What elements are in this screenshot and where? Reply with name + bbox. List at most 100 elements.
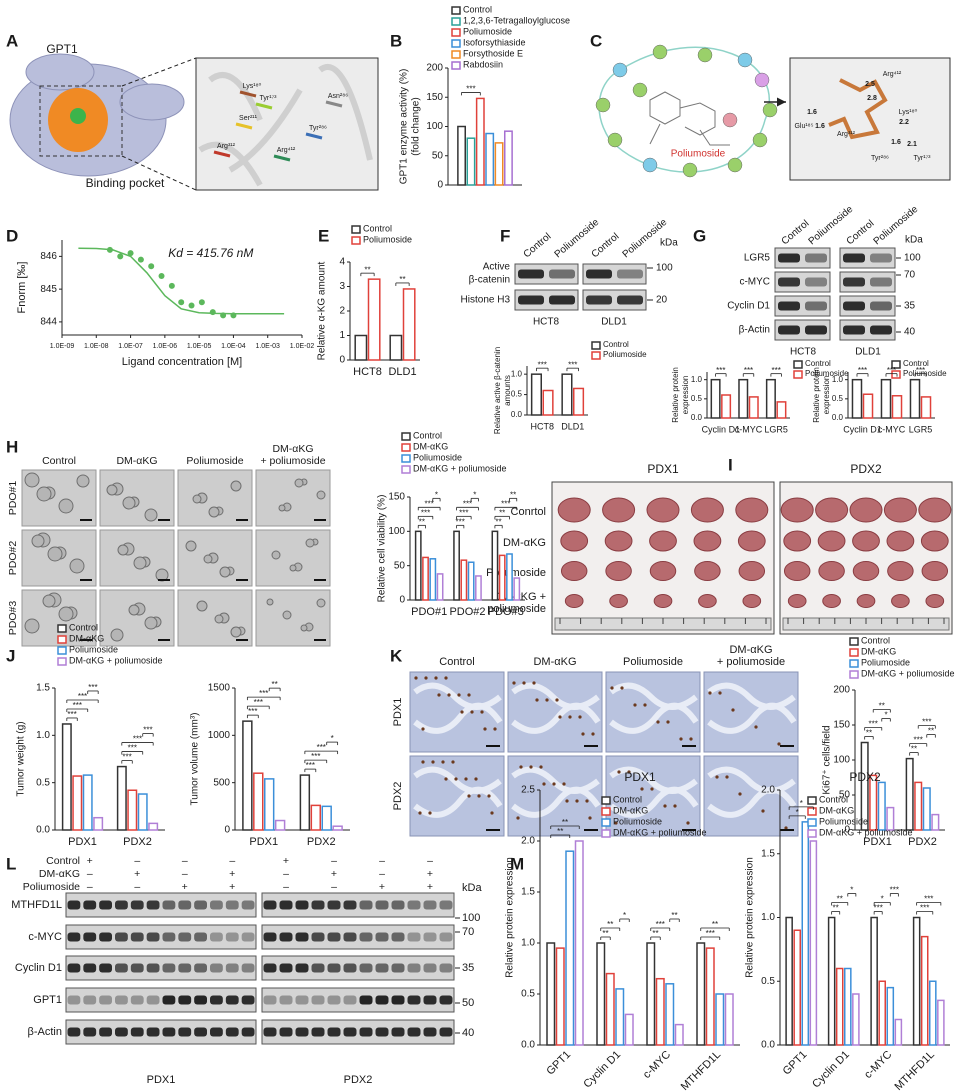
treatment-sign: – [134,881,140,893]
row-label: c-MYC [739,277,770,288]
tumor [920,530,949,552]
bar [894,1018,903,1046]
blot-band [423,932,437,942]
legend-swatch [57,657,67,666]
row-label: poliumoside [487,603,546,615]
blot-band [439,995,453,1005]
ki67-nucleus [428,811,432,815]
blot-band [391,963,405,973]
treatment-label: Poliumoside [23,881,80,893]
y-tick-label: 0 [437,180,443,191]
blot-band [263,995,277,1005]
row-label: LGR5 [744,253,771,264]
legend-label: Poliumoside [413,452,462,462]
y-axis-label: Relative protein [812,367,821,423]
row-label: DM-αKG [503,537,546,549]
blot-band [99,963,112,973]
treatment-sign: + [182,881,188,893]
legend-label: Control [613,794,642,804]
legend-swatch [793,360,803,369]
blot-membrane [65,987,257,1013]
legend-swatch [891,360,901,369]
bar [877,781,886,831]
organoid [282,610,292,620]
legend-label: 1,2,3,6-Tetragalloylglucose [463,15,570,25]
legend-swatch [591,351,601,360]
blot-band [870,277,892,287]
group-label: PDX1 [147,1074,176,1086]
bar [860,741,869,831]
blot-band [327,963,341,973]
legend-label: DM-αKG [69,633,104,643]
legend-label: Rabdosiin [463,59,503,69]
cell-line-label: HCT8 [790,347,817,358]
legend-label: Poliumoside [463,26,512,36]
tumor [737,530,766,552]
bar [573,387,585,416]
organoid [219,566,231,578]
blot-band [162,932,176,942]
data-point [127,250,134,257]
blot-band [146,900,160,910]
x-tick-label: Cyclin D1 [843,424,882,434]
legend-label: Control [805,359,831,368]
ki67-nucleus [470,710,474,714]
legend-label: Isoforsythiaside [463,37,526,47]
x-tick-label: PDO#1 [411,606,447,618]
panel-label: A [6,31,18,50]
legend-label: Control [603,340,629,349]
legend-swatch [601,829,611,838]
blot-band [194,932,207,942]
residue-node [752,132,768,148]
ki67-nucleus [529,765,533,769]
bar [844,967,852,1046]
y-tick-label: 4 [339,257,345,268]
y-tick-label: 845 [40,284,57,295]
ligand-sticks [828,78,888,140]
tumor [886,530,915,552]
marker-label: 70 [462,926,474,938]
x-tick-label: c-MYC [641,1049,673,1081]
blot-membrane [839,247,896,269]
organoid [316,490,326,500]
significance-label: ** [928,727,934,736]
tumor [783,530,812,552]
ki67-nucleus [777,742,781,746]
bar [922,787,931,831]
treatment-sign: + [379,881,385,893]
treatment-sign: – [134,855,140,867]
significance-label: * [796,808,799,817]
marker-label: 100 [656,263,673,274]
y-tick-label: 50 [839,790,851,801]
ki67-nucleus [444,676,448,680]
residue-label: Tyr¹⁷³ [914,155,932,162]
blot-band [263,932,277,942]
y-tick-label: 0.5 [36,777,50,788]
organoid [110,628,124,642]
data-point [198,299,205,306]
residue-node [697,47,713,63]
blot-band [225,995,239,1005]
significance-label: * [850,886,853,895]
blot-membrane [65,955,257,981]
treatment-sign: + [87,855,93,867]
blot-band [327,900,341,910]
bar [880,378,892,419]
blot-band [518,295,544,305]
blot-band [162,900,176,910]
bar [785,916,793,1046]
organoid [58,498,74,514]
y-tick-label: 500 [213,777,230,788]
blot-band [549,269,575,279]
organoid [76,474,90,488]
ki67-nucleus [754,725,758,729]
organoid [300,624,308,632]
row-label: PDO#1 [7,481,19,516]
y-tick-label: 1.5 [761,848,775,859]
pocket-label: Binding pocket [86,176,165,190]
blot-band [805,277,827,287]
residue-label: Tyr¹⁷³ [260,95,278,102]
x-tick-label: HCT8 [353,366,382,378]
blot-band [295,932,309,942]
residue-stick [305,132,323,140]
